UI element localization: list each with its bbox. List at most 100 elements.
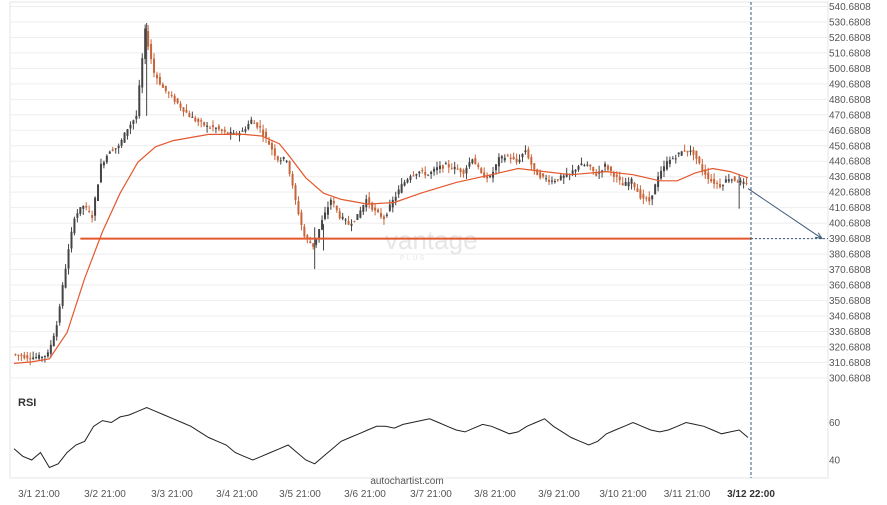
candle: [447, 159, 450, 174]
candle: [710, 174, 713, 184]
candle-body: [745, 182, 748, 184]
candle-body: [718, 183, 721, 188]
candle: [211, 120, 214, 132]
candle: [318, 228, 321, 243]
candle: [683, 144, 686, 153]
candle: [686, 150, 689, 157]
rsi-tick-label: 40: [829, 456, 841, 467]
y-tick-label: 340.6808: [829, 311, 871, 322]
candle: [580, 157, 583, 166]
candle: [73, 216, 76, 236]
candle: [323, 206, 326, 221]
candle-body: [279, 160, 282, 162]
candle: [338, 208, 341, 220]
candle-body: [241, 130, 244, 132]
candle: [503, 154, 506, 163]
candle-body: [229, 131, 232, 134]
candle-body: [253, 122, 256, 124]
candle: [742, 178, 745, 189]
candle: [497, 153, 500, 173]
candle: [698, 155, 701, 165]
candle: [88, 205, 91, 214]
candle-body: [480, 168, 483, 173]
candle: [450, 163, 453, 170]
candle-body: [99, 163, 102, 183]
candle-body: [651, 195, 654, 200]
candle: [356, 214, 359, 221]
candle: [433, 166, 436, 176]
candle-body: [250, 119, 253, 124]
candle: [97, 184, 100, 202]
candle-body: [132, 120, 135, 124]
candle: [315, 238, 318, 248]
candle: [618, 171, 621, 185]
candle-body: [489, 175, 492, 178]
candle-body: [173, 95, 176, 102]
candle: [718, 178, 721, 189]
candle-body: [332, 200, 335, 204]
candle: [680, 150, 683, 157]
candle-body: [188, 113, 191, 118]
candle-body: [329, 199, 332, 205]
candle-body: [102, 162, 105, 166]
candle-body: [17, 354, 20, 356]
candle-body: [447, 164, 450, 168]
candle: [209, 125, 212, 129]
candle: [385, 212, 388, 218]
candle-body: [609, 166, 612, 172]
candle-body: [494, 164, 497, 171]
candle-body: [733, 176, 736, 181]
candle: [721, 184, 724, 191]
candle-body: [76, 213, 79, 218]
candle-body: [368, 197, 371, 205]
candle-body: [79, 207, 82, 214]
candle: [701, 158, 704, 176]
candle-body: [400, 184, 403, 193]
candle-body: [273, 148, 276, 156]
candle-body: [636, 188, 639, 192]
candle-body: [23, 354, 26, 359]
candle: [114, 148, 117, 154]
candle: [418, 171, 421, 178]
candle: [733, 175, 736, 182]
candle-body: [321, 220, 324, 230]
candle-body: [707, 172, 710, 180]
candle: [671, 156, 674, 160]
candle-body: [521, 153, 524, 158]
candle-body: [595, 173, 598, 176]
candle: [85, 202, 88, 211]
candle: [665, 156, 668, 171]
candle-body: [662, 166, 665, 172]
candle: [262, 124, 265, 142]
y-tick-label: 370.6808: [829, 265, 871, 276]
candle-body: [539, 172, 542, 178]
candle: [609, 165, 612, 176]
candle-body: [120, 139, 123, 146]
candle-body: [211, 125, 214, 128]
y-tick-label: 350.6808: [829, 296, 871, 307]
candle-body: [654, 184, 657, 195]
candle: [206, 122, 209, 133]
candle-body: [318, 229, 321, 238]
candle-body: [518, 159, 521, 162]
candle: [468, 157, 471, 169]
candle-body: [288, 160, 291, 174]
candle: [147, 25, 150, 51]
candle: [409, 174, 412, 183]
candle-body: [49, 344, 52, 354]
candle-body: [55, 325, 58, 337]
candle-body: [621, 183, 624, 186]
candle-body: [108, 151, 111, 154]
candle-body: [259, 125, 262, 128]
candle: [730, 178, 733, 184]
candle: [35, 352, 38, 360]
candle: [138, 79, 141, 119]
candle: [332, 197, 335, 208]
candle: [91, 210, 94, 223]
candle-body: [713, 178, 716, 184]
y-tick-label: 310.6808: [829, 358, 871, 369]
candle-body: [382, 216, 385, 220]
y-tick-label: 500.6808: [829, 64, 871, 75]
candle: [368, 191, 371, 209]
candle: [300, 209, 303, 231]
